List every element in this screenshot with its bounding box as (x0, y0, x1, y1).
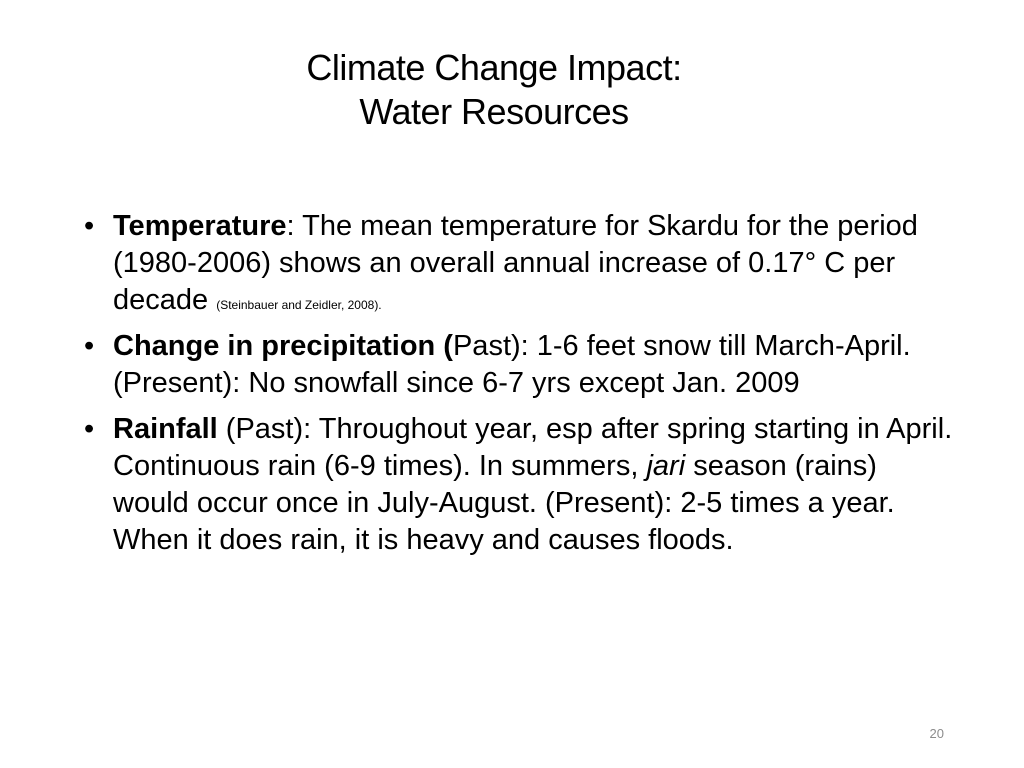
bullet-label: Temperature (113, 210, 287, 242)
bullet-text: (Past): Throughout year, esp after sprin… (113, 413, 953, 482)
bullet-temperature: • Temperature: The mean temperature for … (80, 208, 960, 319)
slide-title: Climate Change Impact: Water Resources (0, 46, 988, 134)
bullet-precipitation: • Change in precipitation (Past): 1-6 fe… (80, 328, 960, 402)
bullet-dot-icon: • (84, 330, 95, 362)
bullet-label: Rainfall (113, 413, 218, 445)
bullet-text: season (rains) would occur once in July-… (113, 450, 895, 556)
bullet-rainfall: • Rainfall (Past): Throughout year, esp … (80, 411, 960, 559)
page-number: 20 (929, 726, 944, 741)
bullet-dot-icon: • (84, 210, 95, 242)
bullet-text: : The mean temperature for Skardu for th… (113, 210, 918, 316)
title-line-2: Water Resources (359, 91, 629, 132)
bullet-text: Past): 1-6 feet snow till March-April. (… (113, 330, 911, 399)
bullet-label: Change in precipitation ( (113, 330, 453, 362)
title-line-1: Climate Change Impact: (306, 47, 682, 88)
citation: (Steinbauer and Zeidler, 2008). (216, 298, 382, 312)
bullet-italic-term: jari (646, 450, 686, 482)
bullet-list: • Temperature: The mean temperature for … (80, 208, 960, 568)
bullet-dot-icon: • (84, 413, 95, 445)
